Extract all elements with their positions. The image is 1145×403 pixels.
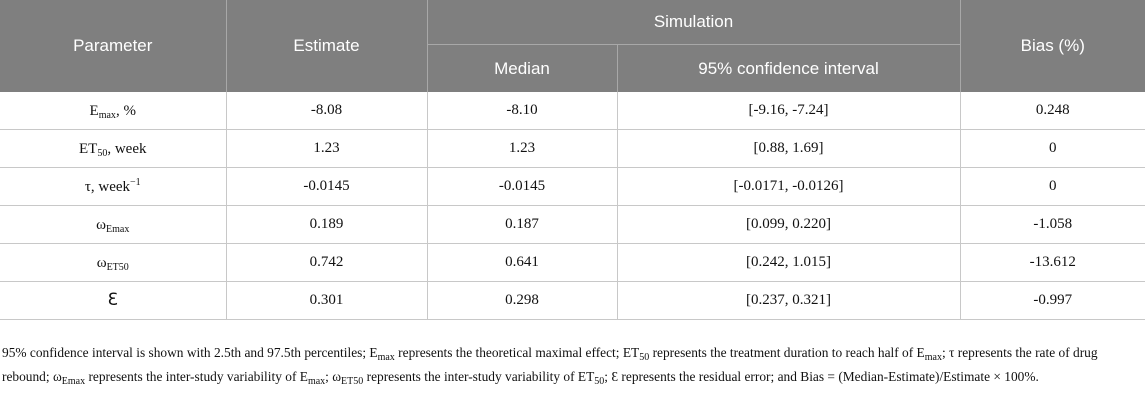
results-table: Parameter Estimate Simulation Bias (%) M… bbox=[0, 0, 1145, 320]
header-median: Median bbox=[427, 44, 618, 92]
cell-median: -0.0145 bbox=[427, 167, 618, 206]
table-row: Ɛ 0.301 0.298 [0.237, 0.321] -0.997 bbox=[0, 281, 1145, 320]
cell-median: 0.298 bbox=[427, 281, 618, 320]
header-parameter: Parameter bbox=[0, 0, 227, 92]
table-row: ωET50 0.742 0.641 [0.242, 1.015] -13.612 bbox=[0, 243, 1145, 282]
cell-ci: [-0.0171, -0.0126] bbox=[617, 167, 961, 206]
cell-ci: [0.237, 0.321] bbox=[617, 281, 961, 320]
cell-parameter: τ, week−1 bbox=[0, 167, 227, 206]
table-row: ET50, week 1.23 1.23 [0.88, 1.69] 0 bbox=[0, 129, 1145, 168]
cell-bias: 0 bbox=[960, 129, 1145, 168]
cell-ci: [0.88, 1.69] bbox=[617, 129, 961, 168]
cell-estimate: 0.301 bbox=[226, 281, 428, 320]
table-row: Emax, % -8.08 -8.10 [-9.16, -7.24] 0.248 bbox=[0, 92, 1145, 130]
cell-bias: -1.058 bbox=[960, 205, 1145, 244]
cell-bias: 0 bbox=[960, 167, 1145, 206]
cell-estimate: -8.08 bbox=[226, 92, 428, 130]
header-simulation: Simulation bbox=[427, 0, 961, 45]
cell-bias: -13.612 bbox=[960, 243, 1145, 282]
header-row-2: Median 95% confidence interval bbox=[0, 44, 1145, 92]
cell-ci: [0.099, 0.220] bbox=[617, 205, 961, 244]
table-row: τ, week−1 -0.0145 -0.0145 [-0.0171, -0.0… bbox=[0, 167, 1145, 206]
cell-bias: -0.997 bbox=[960, 281, 1145, 320]
cell-parameter: Emax, % bbox=[0, 92, 227, 130]
cell-estimate: 1.23 bbox=[226, 129, 428, 168]
cell-parameter: ET50, week bbox=[0, 129, 227, 168]
cell-estimate: -0.0145 bbox=[226, 167, 428, 206]
header-bias: Bias (%) bbox=[960, 0, 1145, 92]
cell-median: 0.187 bbox=[427, 205, 618, 244]
header-estimate: Estimate bbox=[226, 0, 428, 92]
cell-median: -8.10 bbox=[427, 92, 618, 130]
table-footnote: 95% confidence interval is shown with 2.… bbox=[2, 345, 1098, 387]
cell-parameter: ωET50 bbox=[0, 243, 227, 282]
cell-parameter: ωEmax bbox=[0, 205, 227, 244]
cell-ci: [0.242, 1.015] bbox=[617, 243, 961, 282]
cell-ci: [-9.16, -7.24] bbox=[617, 92, 961, 130]
table-row: ωEmax 0.189 0.187 [0.099, 0.220] -1.058 bbox=[0, 205, 1145, 244]
header-ci: 95% confidence interval bbox=[617, 44, 961, 92]
cell-bias: 0.248 bbox=[960, 92, 1145, 130]
cell-median: 1.23 bbox=[427, 129, 618, 168]
cell-estimate: 0.189 bbox=[226, 205, 428, 244]
cell-parameter: Ɛ bbox=[0, 281, 227, 320]
header-row-1: Parameter Estimate Simulation Bias (%) bbox=[0, 0, 1145, 92]
cell-median: 0.641 bbox=[427, 243, 618, 282]
cell-estimate: 0.742 bbox=[226, 243, 428, 282]
